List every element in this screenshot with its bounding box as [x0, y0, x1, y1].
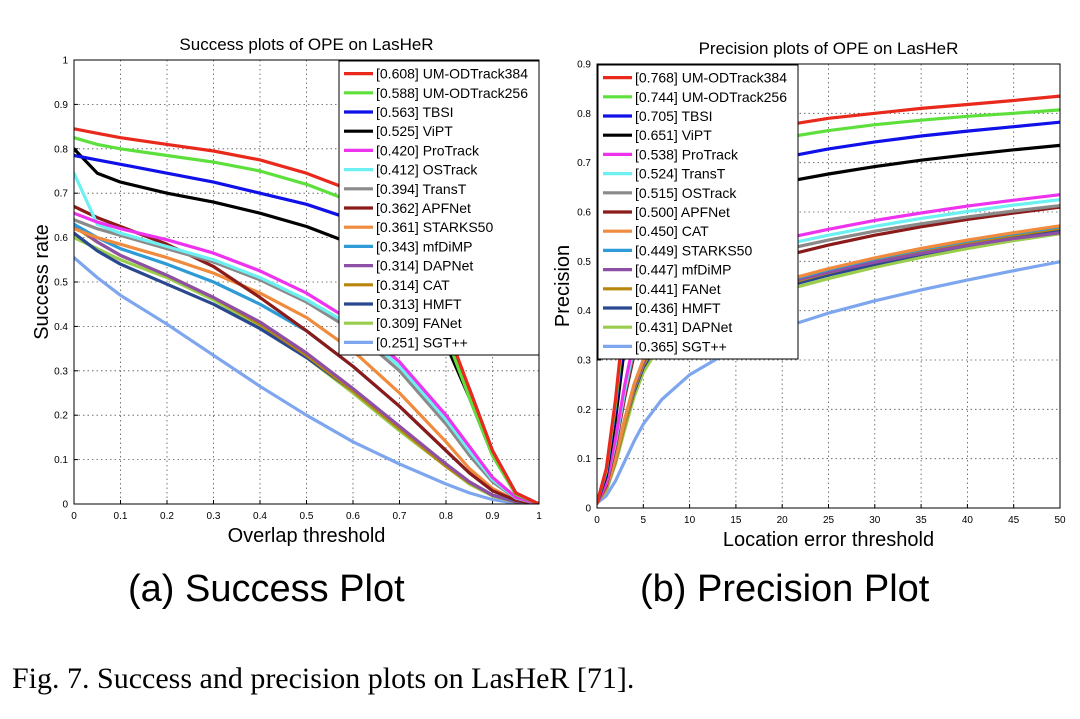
legend-entry: [0.362] APFNet: [376, 200, 471, 216]
series-line: [74, 227, 539, 504]
series-lines: [74, 127, 539, 504]
legend-entry: [0.705] TBSI: [635, 108, 713, 124]
legend-entry: [0.768] UM-ODTrack384: [635, 70, 787, 86]
series-line: [74, 127, 539, 504]
y-tick-label: 1: [62, 56, 68, 67]
subcaption-precision: (b) Precision Plot: [640, 568, 930, 610]
series-line: [74, 218, 539, 504]
legend-entry: [0.515] OSTrack: [635, 185, 737, 201]
y-tick-label: 0.6: [577, 208, 591, 219]
legend-entry: [0.447] mfDiMP: [635, 262, 731, 278]
success-plot-chart: Success plots of OPE on LasHeR 0 0.1 0.2 0.3…: [31, 35, 542, 547]
x-tick-label: 10: [684, 515, 696, 526]
x-tick-label: 0: [71, 511, 77, 522]
legend-entry: [0.365] SGT++: [635, 338, 727, 354]
x-tick-label: 0.4: [253, 511, 267, 522]
x-tick-label: 35: [916, 515, 928, 526]
y-tick-label: 0.3: [54, 366, 68, 377]
legend-entry: [0.441] FANet: [635, 281, 721, 297]
legend-entry: [0.431] DAPNet: [635, 319, 732, 335]
x-tick-label: 0.1: [114, 511, 128, 522]
y-axis-label: Precision: [552, 245, 574, 327]
x-tick-label: 0.5: [300, 511, 314, 522]
legend-entry: [0.608] UM-ODTrack384: [376, 66, 528, 82]
y-tick-label: 0.2: [577, 405, 591, 416]
legend-entry: [0.314] DAPNet: [376, 258, 473, 274]
subcaption-success: (a) Success Plot: [128, 568, 405, 610]
series-line: [74, 136, 539, 504]
x-axis-label: Location error threshold: [723, 529, 934, 551]
x-axis-label: Overlap threshold: [228, 525, 386, 547]
y-tick-label: 0.9: [54, 100, 68, 111]
y-tick-label: 0.1: [577, 454, 591, 465]
y-tick-label: 0.8: [577, 109, 591, 120]
figure-caption: Fig. 7. Success and precision plots on L…: [12, 662, 635, 695]
x-tick-label: 0.8: [439, 511, 453, 522]
x-tick-label: 40: [962, 515, 974, 526]
legend-entry: [0.588] UM-ODTrack256: [376, 85, 528, 101]
x-tick-label: 0.9: [486, 511, 500, 522]
y-tick-label: 0.3: [577, 356, 591, 367]
precision-plot-chart: Precision plots of OPE on LasHeR 0 5 10 15 20…: [552, 39, 1066, 551]
x-tick-label: 1: [536, 511, 542, 522]
y-tick-label: 0.8: [54, 144, 68, 155]
x-tick-label: 20: [777, 515, 789, 526]
y-tick-label: 0.9: [577, 60, 591, 71]
x-tick-label: 0.6: [346, 511, 360, 522]
legend: [0.768] UM-ODTrack384 [0.744] UM-ODTrack2…: [597, 64, 799, 360]
legend-entry: [0.563] TBSI: [376, 104, 454, 120]
legend-entry: [0.251] SGT++: [376, 334, 468, 350]
y-tick-label: 0.1: [54, 455, 68, 466]
legend-entry: [0.524] TransT: [635, 166, 726, 182]
series-line: [74, 256, 539, 504]
legend-entry: [0.314] CAT: [376, 277, 450, 293]
series-line: [74, 222, 539, 504]
legend-entry: [0.436] HMFT: [635, 300, 721, 316]
plot-frame: [596, 63, 1061, 509]
x-tick-label: 50: [1054, 515, 1066, 526]
legend-entry: [0.394] TransT: [376, 181, 467, 197]
x-tick-label: 0: [594, 515, 600, 526]
legend-entry: [0.651] ViPT: [635, 127, 712, 143]
y-tick-label: 0.6: [54, 233, 68, 244]
series-line: [74, 211, 539, 504]
x-tick-label: 0.2: [160, 511, 174, 522]
x-tick-label: 45: [1008, 515, 1020, 526]
legend-entry: [0.449] STARKS50: [635, 242, 752, 258]
series-line: [597, 260, 1060, 505]
y-tick-label: 0.2: [54, 411, 68, 422]
legend: [0.608] UM-ODTrack384 [0.588] UM-ODTrack2…: [338, 60, 540, 356]
legend-entry: [0.525] ViPT: [376, 123, 453, 139]
chart-title: Success plots of OPE on LasHeR: [179, 35, 433, 54]
legend-entry: [0.361] STARKS50: [376, 219, 493, 235]
x-tick-label: 25: [823, 515, 835, 526]
y-tick-label: 0.5: [577, 257, 591, 268]
y-tick-label: 0.4: [54, 322, 68, 333]
legend-entry: [0.538] ProTrack: [635, 146, 739, 162]
legend-entry: [0.420] ProTrack: [376, 142, 480, 158]
y-tick-label: 0.7: [577, 158, 591, 169]
legend-entry: [0.500] APFNet: [635, 204, 730, 220]
y-axis-label: Success rate: [31, 224, 53, 340]
x-tick-label: 0.7: [393, 511, 407, 522]
legend-entry: [0.313] HMFT: [376, 296, 462, 312]
y-tick-label: 0.7: [54, 189, 68, 200]
y-tick-label: 0.5: [54, 278, 68, 289]
y-tick-label: 0.4: [577, 306, 591, 317]
legend-entry: [0.412] OSTrack: [376, 162, 478, 178]
x-tick-label: 5: [641, 515, 647, 526]
x-tick-label: 30: [869, 515, 881, 526]
legend-entry: [0.744] UM-ODTrack256: [635, 89, 787, 105]
x-tick-label: 15: [730, 515, 742, 526]
legend-entry: [0.309] FANet: [376, 315, 462, 331]
legend-entry: [0.450] CAT: [635, 223, 709, 239]
chart-title: Precision plots of OPE on LasHeR: [699, 39, 959, 58]
legend-entry: [0.343] mfDiMP: [376, 238, 472, 254]
y-tick-label: 0: [585, 504, 591, 515]
y-tick-label: 0: [62, 500, 68, 511]
x-tick-label: 0.3: [207, 511, 221, 522]
